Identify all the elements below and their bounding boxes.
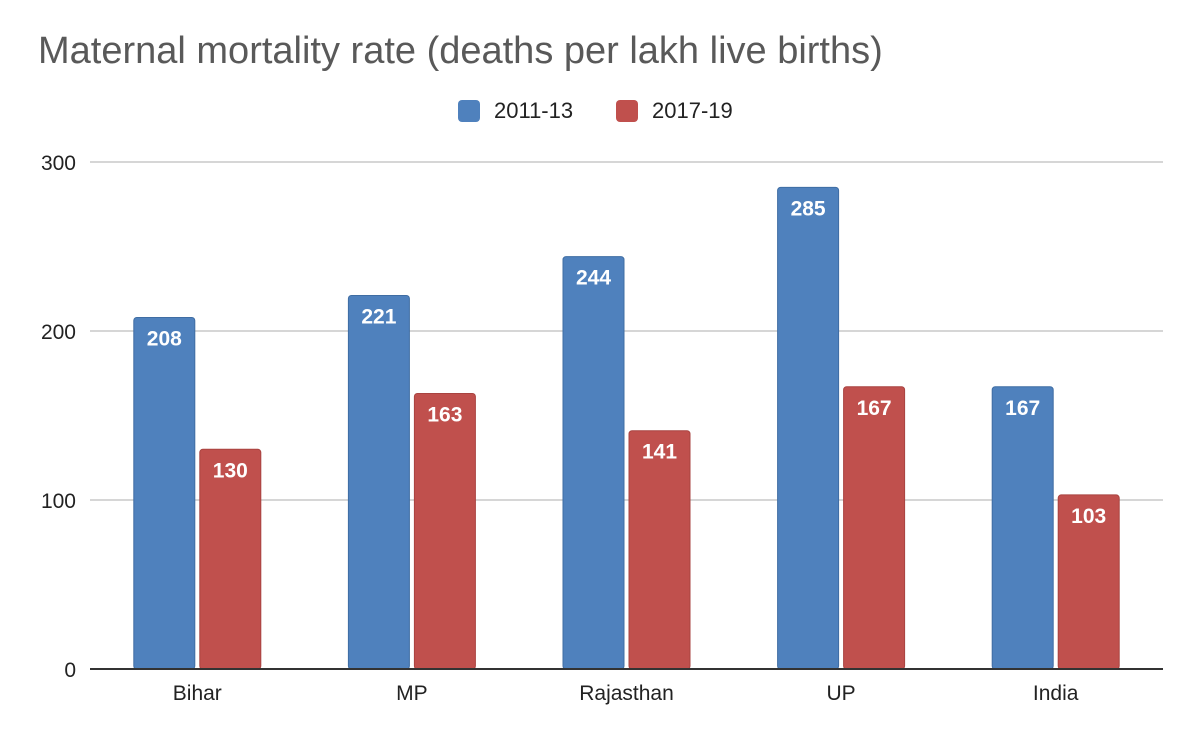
data-label: 285 <box>791 197 826 220</box>
bar-mp-2017-19 <box>413 393 476 670</box>
bar-mp-2011-13 <box>347 295 410 670</box>
chart-title: Maternal mortality rate (deaths per lakh… <box>38 30 883 72</box>
data-label: 167 <box>857 397 892 420</box>
x-tick-label: UP <box>827 682 856 705</box>
y-tick-label: 200 <box>41 321 76 344</box>
data-label: 130 <box>213 459 248 482</box>
bar-up-2011-13 <box>777 186 840 670</box>
data-label: 163 <box>427 404 462 427</box>
data-label: 141 <box>642 441 677 464</box>
bar-up-2017-19 <box>843 386 906 670</box>
data-label: 103 <box>1071 505 1106 528</box>
legend-swatch-2011-13 <box>458 100 480 122</box>
legend-swatch-2017-19 <box>616 100 638 122</box>
y-tick-label: 300 <box>41 152 76 175</box>
x-tick-label: Bihar <box>173 682 222 705</box>
x-tick-label: MP <box>396 682 428 705</box>
legend-item-2017-19: 2017-19 <box>616 98 733 124</box>
y-tick-label: 0 <box>64 659 76 682</box>
data-label: 244 <box>576 267 611 290</box>
legend-item-2011-13: 2011-13 <box>458 98 573 124</box>
x-tick-label: India <box>1033 682 1079 705</box>
x-tick-label: Rajasthan <box>579 682 674 705</box>
bar-rajasthan-2011-13 <box>562 256 625 670</box>
data-label: 208 <box>147 327 182 350</box>
y-tick-label: 100 <box>41 490 76 513</box>
legend-label-2017-19: 2017-19 <box>652 98 733 123</box>
bar-bihar-2011-13 <box>133 316 196 670</box>
chart-legend: 2011-13 2017-19 <box>0 98 1200 128</box>
data-label: 221 <box>361 306 396 329</box>
data-label: 167 <box>1005 397 1040 420</box>
legend-label-2011-13: 2011-13 <box>494 98 574 123</box>
bar-india-2011-13 <box>991 386 1054 670</box>
bar-rajasthan-2017-19 <box>628 430 691 670</box>
